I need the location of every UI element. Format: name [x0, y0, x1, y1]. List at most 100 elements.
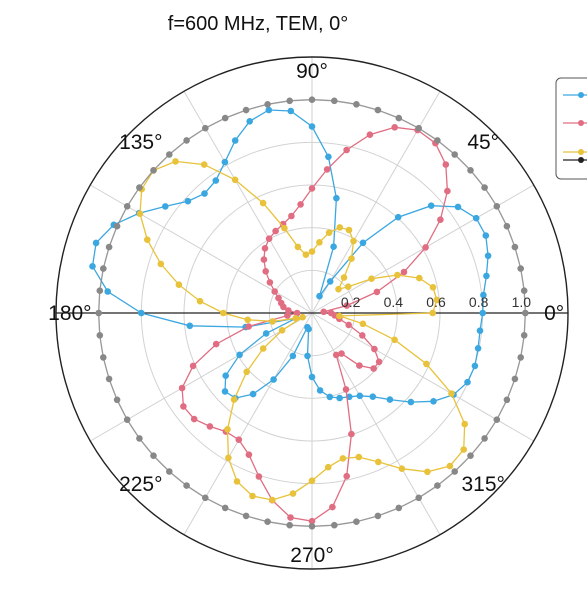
- series-point: [348, 430, 355, 438]
- series-line: [181, 126, 449, 522]
- series-point: [359, 320, 367, 328]
- series-point: [242, 512, 250, 520]
- series-point: [294, 243, 302, 251]
- series-point: [324, 463, 332, 471]
- series-point: [461, 420, 469, 428]
- series-point: [427, 202, 435, 209]
- series-point: [299, 313, 306, 321]
- series-point: [356, 362, 363, 369]
- series-point: [333, 194, 340, 202]
- series-point: [308, 523, 316, 530]
- series-point: [336, 312, 343, 320]
- series-point: [175, 281, 183, 289]
- series-point: [422, 244, 429, 251]
- series-point: [423, 360, 430, 368]
- series-point: [484, 252, 492, 260]
- series-point: [264, 101, 271, 108]
- series-point: [220, 309, 227, 317]
- series-point: [343, 302, 351, 309]
- series-point: [386, 396, 394, 403]
- series-point: [371, 345, 378, 353]
- legend: [555, 77, 587, 180]
- series-point: [243, 368, 250, 376]
- series-point: [482, 232, 490, 239]
- series-point: [184, 197, 192, 205]
- series-point: [221, 388, 229, 395]
- series-point: [264, 518, 271, 525]
- series-point: [221, 114, 229, 122]
- series-point: [467, 167, 474, 174]
- series-point: [369, 393, 377, 401]
- series-point: [235, 436, 243, 444]
- series-point: [316, 292, 323, 300]
- series-point: [415, 124, 423, 132]
- series-point: [186, 322, 194, 330]
- series-point: [242, 106, 250, 114]
- series-point: [150, 452, 157, 460]
- series-point: [249, 492, 256, 500]
- series-point: [335, 285, 342, 293]
- series-point: [479, 309, 487, 317]
- series-point: [233, 478, 241, 485]
- series-point: [225, 454, 232, 462]
- series-1: [89, 106, 492, 406]
- radial-tick-label: 0.4: [384, 294, 404, 310]
- series-2: [178, 124, 451, 525]
- series-point: [325, 229, 333, 236]
- legend-marker-2: [578, 120, 584, 126]
- series-point: [429, 284, 437, 291]
- series-point: [520, 332, 528, 339]
- series-point: [189, 362, 197, 370]
- series-point: [249, 390, 257, 398]
- series-line: [91, 109, 489, 403]
- series-point: [451, 468, 459, 475]
- series-point: [483, 272, 490, 280]
- series-point: [374, 106, 382, 114]
- series-point: [329, 503, 336, 511]
- series-point: [162, 203, 169, 210]
- legend-marker-4: [578, 157, 584, 163]
- series-point: [448, 390, 455, 397]
- series-point: [398, 465, 406, 473]
- series-point: [157, 260, 165, 268]
- series-point: [275, 294, 282, 302]
- radial-tick-label: 0.2: [341, 294, 361, 310]
- series-point: [284, 312, 291, 319]
- series-point: [375, 458, 382, 466]
- series-point: [503, 222, 511, 230]
- series-point: [471, 362, 479, 370]
- series-point: [391, 124, 399, 131]
- series-point: [280, 303, 287, 311]
- series-point: [201, 190, 208, 197]
- angle-tick-label: 0°: [544, 302, 564, 325]
- series-point: [517, 265, 524, 272]
- series-point: [416, 274, 423, 282]
- series-point: [196, 297, 204, 305]
- series-point: [308, 96, 316, 103]
- series-point: [305, 325, 312, 333]
- series-point: [326, 393, 334, 401]
- series-point: [391, 336, 398, 344]
- series-point: [339, 455, 347, 462]
- series-point: [511, 243, 519, 251]
- series-point: [464, 378, 471, 386]
- series-point: [286, 97, 294, 105]
- series-point: [285, 307, 292, 314]
- series-point: [446, 462, 454, 470]
- series-point: [308, 517, 316, 525]
- series-point: [178, 384, 186, 392]
- angle-tick-label: 225°: [119, 473, 162, 496]
- series-point: [297, 201, 304, 208]
- series-point: [246, 118, 253, 125]
- series-point: [434, 137, 441, 144]
- series-point: [308, 123, 316, 130]
- series-point: [245, 323, 252, 330]
- series-point: [316, 239, 323, 246]
- series-point: [113, 396, 121, 404]
- series-point: [270, 376, 277, 383]
- series-point: [231, 137, 239, 144]
- series-point: [331, 521, 338, 529]
- series-point: [212, 340, 220, 348]
- series-point: [437, 216, 444, 223]
